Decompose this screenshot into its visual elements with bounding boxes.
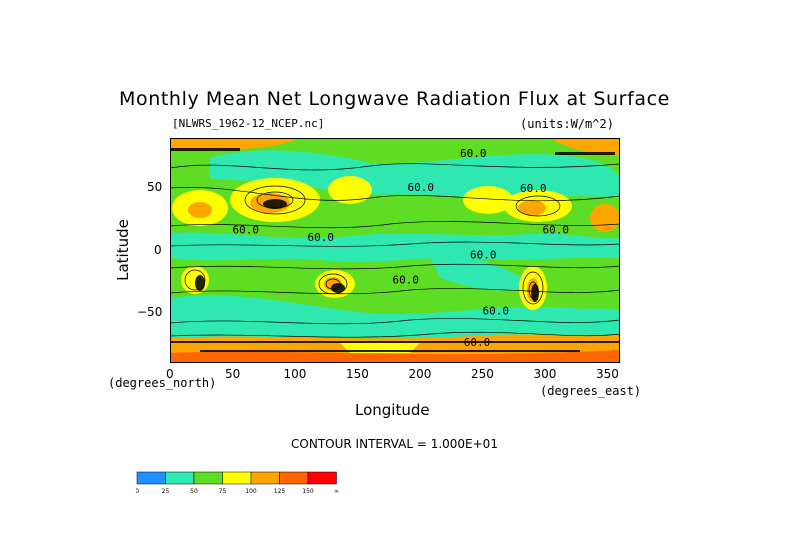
plot-frame	[170, 138, 620, 363]
contour-label: 60.0	[393, 273, 420, 286]
contour-label: 60.0	[483, 305, 510, 318]
contour-labels: 60.0 60.0 60.0 60.0 60.0 60.0 60.0 60.0 60.0 60.0	[233, 147, 570, 349]
x-unit-label: (degrees_east)	[540, 384, 642, 398]
x-tick-label: 300	[533, 367, 557, 381]
contour-label: 60.0	[470, 248, 497, 261]
colorbar-level-label: 100	[245, 488, 257, 495]
contour-lines	[170, 163, 620, 338]
contour-label: 60.0	[543, 223, 570, 236]
contour-interval-label: CONTOUR INTERVAL = 1.000E+01	[291, 437, 498, 451]
colorbar-swatch	[250, 471, 280, 485]
colorbar-level-label: 125	[274, 488, 286, 495]
colorbar-level-label: ∞	[334, 488, 339, 495]
x-tick-label: 100	[283, 367, 307, 381]
x-tick-label: 50	[225, 367, 241, 381]
colorbar-swatch	[165, 471, 195, 485]
contour-label: 60.0	[464, 336, 491, 349]
colorbar-level-label: 75	[219, 488, 227, 495]
colorbar-swatch	[307, 471, 337, 485]
contour-label: 60.0	[233, 223, 260, 236]
file-name-label: [NLWRS_1962-12_NCEP.nc]	[172, 117, 325, 130]
y-unit-label: (degrees_north)	[108, 376, 217, 390]
dense-contours	[170, 148, 620, 352]
contour-label: 60.0	[408, 181, 435, 194]
y-tick-label: 0	[154, 242, 162, 257]
y-axis-title: Latitude	[114, 219, 132, 281]
x-tick-label: 150	[346, 367, 369, 381]
colorbar-level-label: 150	[302, 488, 314, 495]
colorbar-level-label: 25	[162, 488, 170, 495]
colorbar: 0 25 50 75 100 125 150 ∞	[136, 471, 339, 495]
y-tick-label: −50	[137, 305, 163, 319]
contour-label: 60.0	[460, 147, 487, 160]
chart-title: Monthly Mean Net Longwave Radiation Flux…	[119, 88, 670, 110]
contour-label: 60.0	[520, 182, 547, 195]
x-tick-label: 200	[408, 367, 432, 381]
x-tick-label: 350	[596, 367, 619, 381]
heatmap-plot: 60.0 60.0 60.0 60.0 60.0 60.0 60.0 60.0 60.0 60.0	[170, 138, 620, 363]
colorbar-swatch	[193, 471, 223, 485]
colorbar-level-label: 50	[190, 488, 198, 495]
x-tick-label: 250	[471, 367, 494, 381]
units-label: (units:W/m^2)	[520, 117, 614, 131]
colorbar-swatch	[222, 471, 252, 485]
colorbar-level-label: 0	[136, 488, 139, 495]
x-axis-title: Longitude	[355, 401, 430, 419]
y-tick-label: 50	[147, 180, 163, 194]
cyan-regions	[170, 150, 620, 338]
contour-label: 60.0	[308, 231, 335, 244]
colorbar-swatch	[279, 471, 309, 485]
colorbar-swatch	[136, 471, 166, 485]
x-tick-label: 0	[166, 367, 174, 381]
